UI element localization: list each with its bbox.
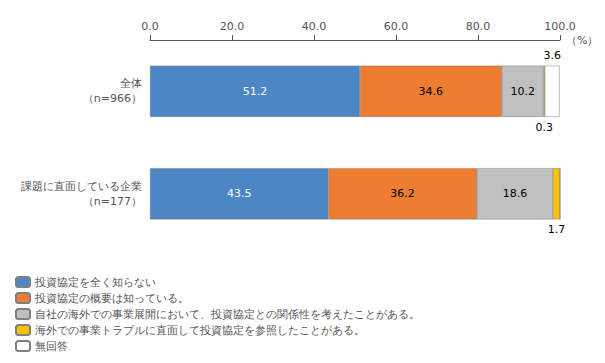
svg-text:（n=177）: （n=177）: [83, 195, 142, 208]
svg-text:0.3: 0.3: [535, 121, 553, 134]
svg-text:0.0: 0.0: [141, 20, 159, 33]
svg-text:投資協定の概要は知っている。: 投資協定の概要は知っている。: [34, 292, 189, 305]
svg-text:全体: 全体: [120, 77, 142, 90]
svg-text:3.6: 3.6: [543, 49, 561, 62]
svg-text:36.2: 36.2: [390, 187, 415, 200]
svg-text:1.7: 1.7: [548, 223, 566, 236]
svg-text:60.0: 60.0: [384, 20, 409, 33]
svg-text:海外での事業トラブルに直面して投資協定を参照したことがある。: 海外での事業トラブルに直面して投資協定を参照したことがある。: [35, 324, 365, 337]
svg-text:自社の海外での事業展開において、投資協定との関係性を考えたこ: 自社の海外での事業展開において、投資協定との関係性を考えたことがある。: [35, 308, 420, 321]
svg-text:51.2: 51.2: [243, 85, 268, 98]
svg-text:投資協定を全く知らない: 投資協定を全く知らない: [34, 276, 156, 289]
svg-text:（n=966）: （n=966）: [83, 92, 142, 105]
svg-text:34.6: 34.6: [419, 85, 444, 98]
svg-text:18.6: 18.6: [503, 187, 528, 200]
svg-text:20.0: 20.0: [220, 20, 245, 33]
svg-text:課題に直面している企業: 課題に直面している企業: [21, 180, 142, 193]
svg-text:10.2: 10.2: [510, 85, 535, 98]
svg-text:無回答: 無回答: [35, 340, 68, 353]
svg-text:（%）: （%）: [566, 34, 598, 47]
svg-text:43.5: 43.5: [227, 187, 252, 200]
svg-text:100.0: 100.0: [544, 20, 576, 33]
svg-text:80.0: 80.0: [466, 20, 491, 33]
svg-text:40.0: 40.0: [302, 20, 327, 33]
